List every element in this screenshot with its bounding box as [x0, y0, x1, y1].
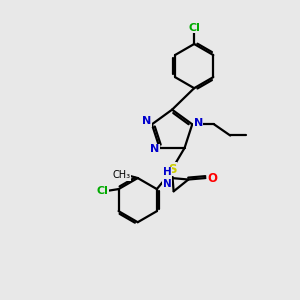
Text: N: N — [142, 116, 151, 126]
Text: N: N — [194, 118, 203, 128]
Text: Cl: Cl — [188, 23, 200, 33]
Text: N: N — [150, 145, 159, 154]
Text: S: S — [168, 163, 176, 176]
Text: H
N: H N — [163, 167, 172, 189]
Text: Cl: Cl — [97, 186, 109, 196]
Text: O: O — [208, 172, 218, 184]
Text: CH₃: CH₃ — [112, 170, 130, 180]
